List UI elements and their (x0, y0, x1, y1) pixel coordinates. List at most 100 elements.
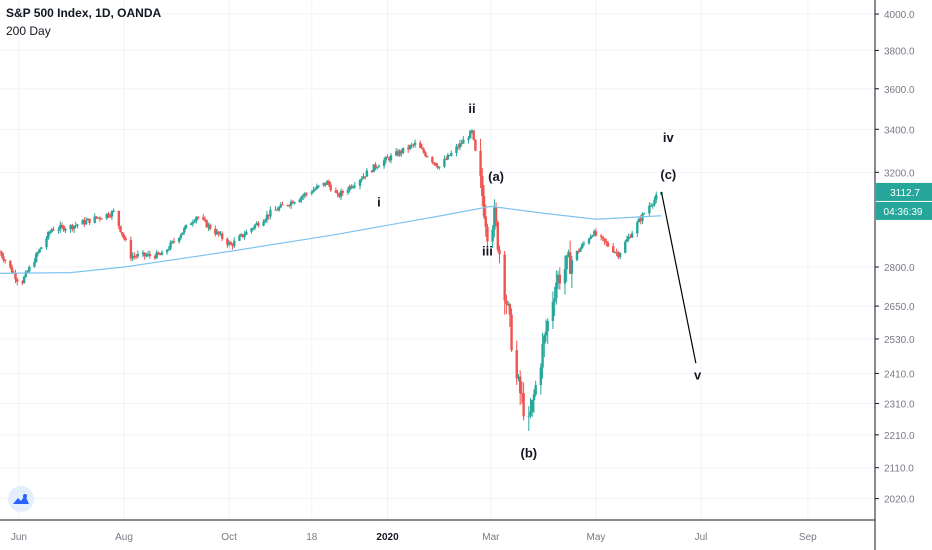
candle-up (553, 298, 556, 302)
candle-up (298, 199, 301, 203)
candle-up (575, 250, 579, 261)
candle-up (382, 160, 386, 167)
candle-up (45, 238, 48, 248)
wave-label: (b) (520, 446, 537, 461)
candle-down (374, 164, 377, 168)
candle-up (50, 229, 53, 233)
candle-down (508, 304, 512, 315)
time-tick-label: Aug (115, 532, 133, 543)
price-tick-label: 3800.0 (884, 46, 915, 57)
candle-up (245, 231, 248, 235)
wave-label: i (377, 194, 381, 209)
candle-down (629, 236, 632, 238)
wave-label: v (694, 367, 702, 382)
bar-countdown: 04:36:39 (884, 207, 923, 218)
candle-down (267, 214, 270, 217)
candle-up (636, 222, 639, 234)
candle-down (341, 191, 344, 193)
candle-up (556, 274, 560, 283)
candle-down (603, 238, 606, 242)
candle-up (582, 243, 586, 245)
candle-up (301, 195, 305, 197)
candle-down (496, 222, 499, 250)
candle-up (362, 176, 365, 179)
candle-down (338, 193, 341, 197)
chart-header: S&P 500 Index, 1D, OANDA 200 Day (6, 6, 161, 38)
candle-up (527, 415, 530, 417)
candle-up (339, 191, 343, 197)
candle-down (305, 193, 308, 195)
time-tick-label: Sep (799, 532, 817, 543)
candle-up (543, 335, 546, 345)
candle-up (110, 211, 114, 217)
price-tick-label: 3400.0 (884, 125, 915, 136)
candle-up (587, 238, 591, 244)
candle-up (398, 150, 401, 156)
countdown-tag (876, 201, 932, 220)
candle-up (293, 202, 296, 204)
candle-up (57, 229, 60, 231)
candle-down (599, 235, 603, 237)
candle-up (408, 145, 412, 150)
candle-up (346, 190, 350, 193)
candle-up (410, 144, 413, 146)
candle-up (300, 196, 303, 200)
candle-up (105, 213, 108, 219)
time-tick-label: Mar (482, 532, 500, 543)
candle-down (229, 242, 233, 245)
candle-up (493, 207, 496, 230)
candle-down (202, 217, 205, 220)
candle-down (606, 242, 610, 247)
candle-down (148, 253, 152, 256)
price-tick-label: 2530.0 (884, 335, 915, 346)
candle-up (589, 236, 592, 239)
candle-down (605, 241, 608, 243)
candle-up (279, 204, 282, 208)
candle-down (62, 226, 65, 231)
wave-label: iv (663, 130, 675, 145)
candle-up (580, 244, 584, 249)
candle-up (243, 234, 246, 237)
candle-down (522, 393, 525, 417)
candle-up (567, 252, 570, 256)
candle-up (303, 193, 307, 196)
candle-down (107, 213, 110, 217)
candle-up (165, 249, 169, 253)
candle-down (324, 182, 327, 185)
candle-down (100, 218, 103, 220)
candle-down (422, 148, 425, 153)
candle-up (22, 276, 26, 284)
candle-up (28, 266, 31, 272)
candle-up (184, 224, 188, 228)
candle-down (257, 222, 260, 226)
candle-down (520, 393, 524, 395)
candle-down (568, 252, 572, 274)
candle-up (112, 210, 115, 212)
candle-up (372, 164, 375, 172)
candle-up (76, 224, 79, 226)
tradingview-logo-icon[interactable] (8, 486, 34, 512)
candle-up (630, 233, 634, 238)
candle-down (510, 314, 513, 351)
candle-up (353, 185, 357, 187)
candle-up (438, 166, 441, 168)
candle-down (158, 254, 162, 256)
candle-up (358, 180, 362, 186)
candle-up (467, 138, 470, 140)
candle-up (544, 331, 548, 336)
price-tick-label: 3200.0 (884, 168, 915, 179)
wave-label: (a) (488, 169, 504, 184)
candle-down (515, 350, 518, 379)
candle-down (386, 156, 389, 158)
candle-down (479, 150, 482, 176)
candle-up (326, 181, 329, 185)
candle-up (171, 241, 174, 243)
candle-up (72, 225, 76, 230)
candle-up (86, 218, 90, 221)
candle-up (653, 199, 656, 205)
candle-up (183, 227, 186, 233)
candle-down (486, 226, 489, 242)
candle-up (269, 209, 272, 217)
candle-down (122, 234, 126, 239)
